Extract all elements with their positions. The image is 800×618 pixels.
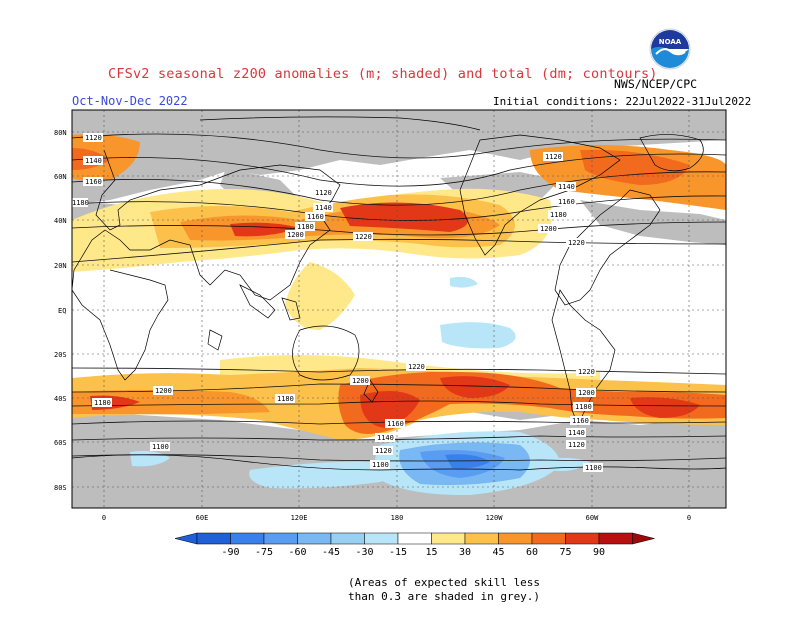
colorbar-tick: 60	[526, 547, 538, 558]
colorbar-tick: 45	[492, 547, 504, 558]
contour-label: 1160	[387, 420, 404, 428]
contour-label: 1200	[287, 231, 304, 239]
contour-label: 1120	[85, 134, 102, 142]
lat-label: 80S	[54, 484, 67, 492]
colorbar-tick: -45	[322, 547, 340, 558]
contour-label: 1180	[297, 223, 314, 231]
contour-label: 1220	[408, 363, 425, 371]
skill-note-line: than 0.3 are shaded in grey.)	[348, 590, 541, 603]
colorbar-segment	[364, 532, 399, 545]
contour-label: 1120	[568, 441, 585, 449]
agency-label: NWS/NCEP/CPC	[614, 77, 698, 91]
contour-label: 1160	[558, 198, 575, 206]
colorbar-segments	[174, 532, 655, 545]
contour-label: 1220	[578, 368, 595, 376]
colorbar-tick: -15	[389, 547, 407, 558]
contour-label: 1140	[568, 429, 585, 437]
colorbar-segment	[431, 532, 466, 545]
contour-label: 1140	[315, 204, 332, 212]
contour-label: 1140	[85, 157, 102, 165]
lon-label: 60W	[586, 514, 599, 522]
lon-label: 60E	[196, 514, 209, 522]
contour-label: 1100	[152, 443, 169, 451]
skill-note-line: (Areas of expected skill less	[348, 576, 541, 589]
lon-label: 120E	[291, 514, 308, 522]
contour-label: 1200	[578, 389, 595, 397]
contour-label: 1120	[315, 189, 332, 197]
contour-label: 1180	[94, 399, 111, 407]
colorbar-tick: 30	[459, 547, 471, 558]
contour-label: 1200	[352, 377, 369, 385]
contour-label: 1160	[572, 417, 589, 425]
lat-label: 40N	[54, 217, 67, 225]
contour-label: 1140	[377, 434, 394, 442]
lon-label: 120W	[486, 514, 504, 522]
contour-labels: 1120 1140 1160 1180 1120 1140 1160 1180 …	[72, 133, 603, 472]
colorbar-segment	[464, 532, 499, 545]
colorbar-segment	[196, 532, 231, 545]
contour-label: 1180	[550, 211, 567, 219]
contour-label: 1220	[568, 239, 585, 247]
lon-label: 0	[687, 514, 691, 522]
colorbar-segment	[498, 532, 533, 545]
lat-label: EQ	[58, 307, 66, 315]
contour-label: 1180	[72, 199, 89, 207]
height-contours	[72, 133, 726, 462]
lat-label: 20S	[54, 351, 67, 359]
lat-label: 60N	[54, 173, 67, 181]
contour-label: 1120	[545, 153, 562, 161]
contour-label: 1100	[372, 461, 389, 469]
initial-conditions-label: Initial conditions: 22Jul2022-31Jul2022	[493, 95, 752, 108]
colorbar-segment	[397, 532, 432, 545]
contour-label: 1100	[585, 464, 602, 472]
colorbar-tick: -75	[255, 547, 273, 558]
colorbar-segment	[263, 532, 298, 545]
colorbar-segment	[230, 532, 265, 545]
latitude-labels: 80N 60N 40N 20N EQ 20S 40S 60S 80S	[54, 129, 67, 492]
colorbar-segment	[598, 532, 633, 545]
lon-label: 0	[102, 514, 106, 522]
contour-label: 1160	[307, 213, 324, 221]
graticule	[72, 110, 726, 508]
colorbar-segment	[531, 532, 566, 545]
lat-label: 60S	[54, 439, 67, 447]
colorbar-tick: 15	[425, 547, 437, 558]
lat-label: 20N	[54, 262, 67, 270]
colorbar-segment	[330, 532, 365, 545]
colorbar-segment	[297, 532, 332, 545]
colorbar-tick: -60	[288, 547, 306, 558]
contour-label: 1220	[355, 233, 372, 241]
colorbar-tick: -90	[221, 547, 239, 558]
contour-label: 1180	[277, 395, 294, 403]
contour-label: 1200	[540, 225, 557, 233]
map-frame	[71, 109, 727, 509]
negative-anomaly-shading	[130, 276, 590, 496]
noaa-logo: NOAA	[649, 28, 691, 70]
colorbar-tick: 90	[593, 547, 605, 558]
colorbar-tick: -30	[355, 547, 373, 558]
lon-label: 180	[391, 514, 404, 522]
contour-label: 1120	[375, 447, 392, 455]
contour-label: 1200	[155, 387, 172, 395]
lat-label: 80N	[54, 129, 67, 137]
longitude-labels: 0 60E 120E 180 120W 60W 0	[102, 514, 691, 522]
lat-label: 40S	[54, 395, 67, 403]
colorbar-tick: 75	[559, 547, 571, 558]
contour-label: 1160	[85, 178, 102, 186]
contour-label: 1180	[575, 403, 592, 411]
map-title: CFSv2 seasonal z200 anomalies (m; shaded…	[108, 66, 658, 82]
colorbar-ticks: -90 -75 -60 -45 -30 -15 15 30 45 60 75 9…	[221, 547, 605, 558]
colorbar-arrow-right	[632, 532, 655, 545]
season-label: Oct-Nov-Dec 2022	[72, 94, 188, 108]
noaa-logo-text: NOAA	[659, 38, 682, 46]
colorbar-segment	[565, 532, 600, 545]
colorbar-arrow-left	[174, 532, 198, 545]
skill-note: (Areas of expected skill less than 0.3 a…	[348, 576, 540, 604]
contour-label: 1140	[558, 183, 575, 191]
